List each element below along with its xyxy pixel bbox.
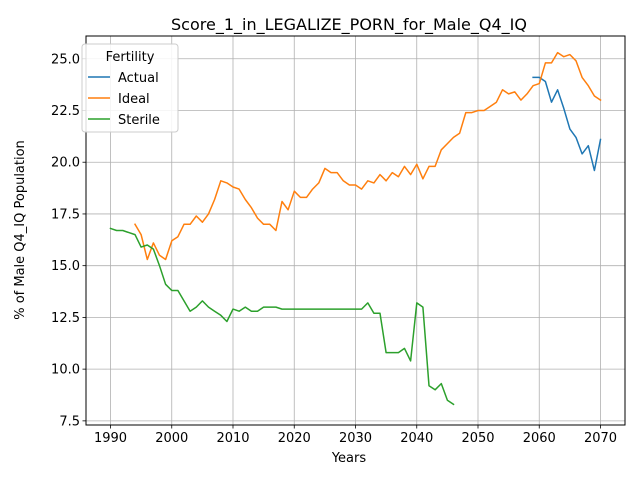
y-tick-label: 17.5	[51, 207, 80, 222]
x-tick-label: 2070	[584, 431, 617, 446]
x-tick-label: 2010	[216, 431, 249, 446]
legend-box	[81, 43, 179, 133]
legend-title: Fertility	[106, 50, 155, 65]
x-tick-label: 2060	[523, 431, 556, 446]
series-line-sterile	[109, 227, 455, 406]
x-tick-label: 2020	[278, 431, 311, 446]
x-tick-label: 2000	[155, 431, 188, 446]
series-line-actual	[532, 76, 602, 172]
legend-entries: Actual Ideal Sterile	[88, 71, 160, 128]
y-axis-label: % of Male Q4_IQ Population	[13, 140, 28, 320]
x-axis: 1990 2000 2010 2020 2030 2040 2050 2060 2070	[94, 425, 617, 446]
x-tick-label: 2040	[400, 431, 433, 446]
series-line-ideal	[133, 51, 602, 261]
y-tick-label: 10.0	[51, 363, 80, 378]
legend: Fertility Actual Ideal Sterile	[81, 43, 179, 133]
x-axis-label: Years	[331, 451, 367, 466]
series-layer	[109, 51, 602, 406]
x-tick-label: 1990	[94, 431, 127, 446]
y-tick-label: 20.0	[51, 156, 80, 171]
y-tick-label: 7.5	[59, 414, 80, 429]
legend-label-sterile: Sterile	[118, 113, 160, 128]
x-tick-label: 2050	[461, 431, 494, 446]
y-tick-label: 25.0	[51, 52, 80, 67]
y-tick-label: 12.5	[51, 311, 80, 326]
y-tick-label: 15.0	[51, 259, 80, 274]
x-tick-label: 2030	[339, 431, 372, 446]
y-tick-label: 22.5	[51, 104, 80, 119]
legend-label-ideal: Ideal	[118, 92, 150, 107]
legend-label-actual: Actual	[118, 71, 159, 86]
y-axis: 7.5 10.0 12.5 15.0 17.5 20.0 22.5 25.0	[51, 52, 86, 429]
chart-title: Score_1_in_LEGALIZE_PORN_for_Male_Q4_IQ	[171, 15, 527, 35]
